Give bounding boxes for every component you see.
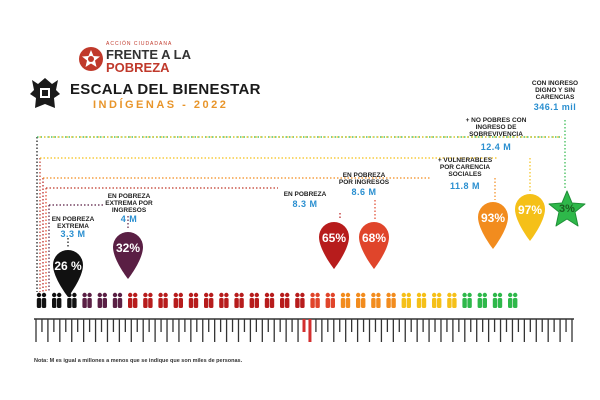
scale-ruler	[34, 318, 574, 342]
pin-pobreza-ingresos: 68%	[357, 220, 391, 270]
person-icon	[173, 292, 183, 308]
person-icon	[432, 292, 442, 308]
page-title: ESCALA DEL BIENESTAR	[70, 81, 261, 98]
footnote: Nota: M es igual a millones a menos que …	[34, 358, 243, 364]
map-pin-icon	[53, 250, 83, 297]
value-pobreza: 8.3 M	[292, 199, 318, 209]
person-icon	[82, 292, 92, 308]
person-icon	[325, 292, 335, 308]
person-icon	[401, 292, 411, 308]
person-icon	[295, 292, 305, 308]
person-icon	[219, 292, 229, 308]
pin-percent: 65%	[321, 231, 347, 245]
pin-percent: 93%	[480, 211, 506, 225]
person-icon	[371, 292, 381, 308]
person-icon	[508, 292, 518, 308]
label-pobreza-extrema: EN POBREZA EXTREMA	[51, 216, 95, 230]
person-icon	[310, 292, 320, 308]
person-icon	[386, 292, 396, 308]
map-pin-icon	[319, 222, 349, 269]
map-pin-icon	[515, 194, 545, 241]
person-icon	[492, 292, 503, 308]
person-icon	[264, 292, 275, 308]
person-icon	[158, 292, 168, 308]
pin-percent: 97%	[517, 203, 543, 217]
pin-pobreza-extrema-ingresos: 32%	[111, 230, 145, 280]
label-pobreza: EN POBREZA	[283, 191, 327, 198]
value-vulnerables-carencia: 11.8 M	[449, 181, 481, 191]
person-icon	[67, 292, 77, 308]
person-icon	[356, 292, 366, 308]
pin-percent: 32%	[115, 241, 141, 255]
person-icon	[204, 292, 214, 308]
pin-pobreza: 65%	[317, 220, 351, 270]
star-icon	[548, 190, 586, 227]
label-no-pobres-sobrevivencia: + NO POBRES CON INGRESO DE SOBREVIVENCIA	[465, 117, 527, 138]
logo-small-text: ACCIÓN CIUDADANA	[106, 41, 173, 47]
label-pobreza-ingresos: EN POBREZA POR INGRESOS	[338, 172, 390, 186]
value-no-pobres-sobrevivencia: 12.4 M	[480, 142, 512, 152]
person-icon	[52, 292, 62, 308]
label-pobreza-extrema-ingresos: EN POBREZA EXTREMA POR INGRESOS	[105, 193, 153, 214]
logo-line1: FRENTE A LA	[106, 47, 191, 62]
person-icon	[447, 292, 457, 308]
map-pin-icon	[478, 202, 508, 249]
person-icon	[36, 292, 47, 308]
star-logo-icon	[79, 47, 103, 71]
person-icon	[128, 292, 138, 308]
pin-pobreza-extrema: 26 %	[51, 248, 85, 298]
person-icon	[97, 292, 108, 308]
map-pin-icon	[113, 232, 143, 279]
pin-vulnerables-carencia: 93%	[476, 200, 510, 250]
label-ingreso-digno: CON INGRESO DIGNO Y SIN CARENCIAS	[531, 80, 579, 101]
value-pobreza-extrema-ingresos: 4 M	[120, 214, 138, 224]
person-icon	[340, 292, 351, 308]
logo-line2: POBREZA	[106, 60, 170, 75]
person-icon	[280, 292, 290, 308]
pin-no-pobres-sobrevivencia: 97%	[513, 192, 547, 242]
person-icon	[112, 292, 123, 308]
person-icon	[462, 292, 472, 308]
people-row	[36, 292, 518, 308]
page-subtitle: INDÍGENAS - 2022	[93, 99, 229, 111]
label-vulnerables-carencia: + VULNERABLES POR CARENCIA SOCIALES	[437, 157, 493, 178]
value-ingreso-digno: 346.1 mil	[533, 102, 577, 112]
pin-percent: 68%	[361, 231, 387, 245]
person-icon	[249, 292, 259, 308]
person-icon	[477, 292, 487, 308]
value-pobreza-ingresos: 8.6 M	[351, 187, 377, 197]
logo: ACCIÓN CIUDADANA FRENTE A LA POBREZA	[78, 40, 191, 76]
person-icon	[143, 292, 153, 308]
map-pin-icon	[359, 222, 389, 269]
person-icon	[234, 292, 244, 308]
person-icon	[416, 292, 427, 308]
star-percent: 3%	[559, 203, 575, 215]
value-pobreza-extrema: 3.3 M	[60, 229, 86, 239]
pin-percent: 26 %	[54, 259, 82, 273]
crest-icon	[30, 78, 60, 108]
person-icon	[188, 292, 199, 308]
